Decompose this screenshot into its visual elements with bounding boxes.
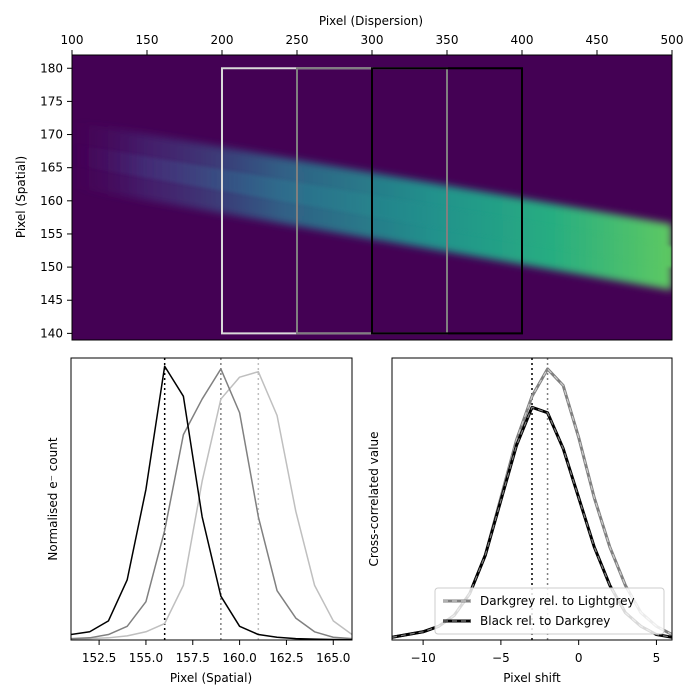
y-tick-label: 145 [40,293,63,307]
x-tick-label: 500 [661,33,684,47]
profile-line-2 [71,368,352,640]
x-axis-label: Pixel shift [503,671,561,685]
profile-line-1 [71,365,352,640]
x-tick-label: 450 [586,33,609,47]
x-tick-label: 165.0 [316,651,350,665]
x-tick-label: 300 [361,33,384,47]
x-tick-label: 200 [211,33,234,47]
x-tick-label: 152.5 [82,651,116,665]
y-tick-label: 165 [40,161,63,175]
y-tick-label: 170 [40,128,63,142]
y-axis-label: Normalised e⁻ count [46,437,60,561]
y-tick-label: 140 [40,326,63,340]
x-tick-label: 160.0 [222,651,256,665]
x-tick-label: 350 [436,33,459,47]
profile-lines [71,365,352,640]
x-ticks: −10 −5 0 5 [410,640,660,665]
legend-label-darkgrey: Darkgrey rel. to Lightgrey [480,594,635,608]
legend: Darkgrey rel. to Lightgrey Black rel. to… [434,587,665,635]
peak-markers [163,358,260,640]
y-axis-label: Cross-correlated value [367,432,381,567]
y-axis-label: Pixel (Spatial) [14,156,28,238]
spectrum-panel: 100 150 200 250 300 350 400 450 500 140 145 150 155… [14,14,684,341]
y-tick-label: 180 [40,61,63,75]
x-tick-label: 162.5 [269,651,303,665]
x-axis-label: Pixel (Spatial) [170,671,252,685]
y-tick-label: 155 [40,227,63,241]
y-tick-label: 150 [40,260,63,274]
legend-label-black: Black rel. to Darkgrey [480,614,610,628]
x-tick-label: 250 [286,33,309,47]
x-tick-label: 5 [653,651,661,665]
x-tick-label: −10 [410,651,435,665]
extraction-box-3 [371,67,523,335]
x-tick-label: 400 [511,33,534,47]
profiles-panel: 152.5 155.0 157.5 160.0 162.5 165.0 Pixel (Sp… [46,357,353,685]
x-ticks: 100 150 200 250 300 350 400 450 500 [61,33,684,55]
x-ticks: 152.5 155.0 157.5 160.0 162.5 165.0 [82,640,350,665]
y-ticks: 140 145 150 155 160 165 170 175 180 [40,61,72,340]
y-tick-label: 160 [40,194,63,208]
plot-frame [70,357,353,641]
x-tick-label: 100 [61,33,84,47]
profile-line-3 [71,370,352,640]
x-tick-label: 157.5 [176,651,210,665]
extraction-boxes [221,67,523,335]
y-tick-label: 175 [40,94,63,108]
x-tick-label: 0 [575,651,583,665]
x-tick-label: 150 [136,33,159,47]
crosscorr-panel: −10 −5 0 5 Pixel shift Cross-correlated val… [367,357,673,685]
x-tick-label: 155.0 [129,651,163,665]
x-axis-label: Pixel (Dispersion) [319,14,423,28]
x-tick-label: −5 [492,651,510,665]
legend-box [434,587,665,635]
plot-frame [391,357,673,641]
